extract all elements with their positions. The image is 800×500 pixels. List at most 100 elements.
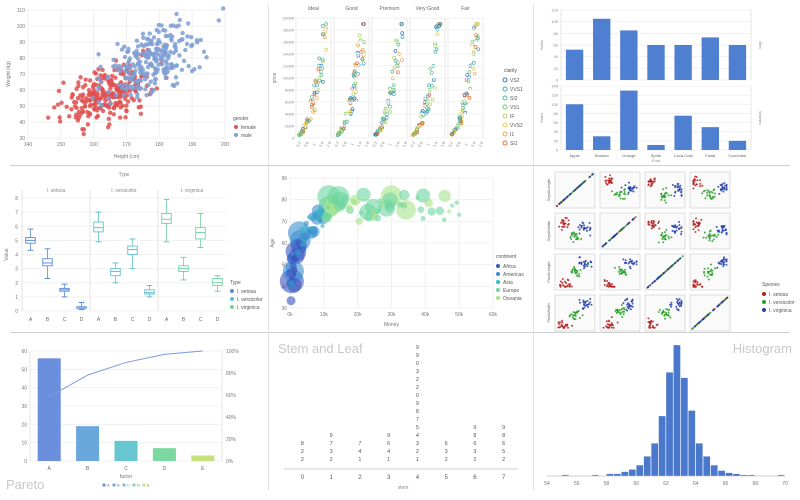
point [696,283,699,286]
point-female [124,108,129,114]
point-male [186,63,191,69]
point-male [135,83,140,89]
point [665,228,668,231]
point [623,197,626,200]
point-male [171,50,176,56]
y-tick-label: 5 [15,238,18,244]
hist-bar [613,473,622,477]
point [316,67,321,72]
point [567,219,570,222]
point-female [107,110,113,116]
point [680,299,683,302]
point [609,181,612,184]
bar [191,455,215,461]
point [607,323,610,326]
col-separator-1 [268,5,269,490]
bar [728,45,747,80]
point [590,261,593,264]
x-axis-label: Fruit [652,158,661,163]
point [573,235,576,238]
x-tick-label: C [131,317,135,323]
point [675,226,678,229]
point [467,95,472,100]
point-female [61,80,66,85]
x-tick-label: 0.2 [371,140,378,148]
point [388,91,393,95]
facet-label: Good [345,6,357,12]
point [623,189,626,192]
point-female [74,105,79,110]
point [724,298,727,301]
leaf-digit: 9 [330,433,333,439]
y-tick-label: 4 [15,253,18,259]
point [650,221,653,224]
x-tick-label: 1.4 [394,140,401,148]
point [621,307,624,310]
point [361,22,365,26]
point [310,95,314,99]
point [400,35,405,40]
legend-label: I. versicolor [769,300,795,306]
bubble [289,276,295,281]
point [583,226,586,229]
point-male [177,17,182,23]
x-tick-label: 0.6 [417,140,424,148]
point-male [168,49,173,55]
point [678,228,681,231]
splom-cell [554,212,596,250]
point-male [117,68,123,73]
x-tick-label: 1.4 [356,140,363,148]
point [701,285,704,288]
point [566,226,569,229]
point [627,191,630,194]
point [578,232,581,235]
x-tick-label: 0.2 [333,140,340,148]
point [628,260,631,263]
point [585,227,588,230]
facet-side-label: Men [758,41,763,49]
point [631,262,634,265]
legend-swatch [762,300,766,304]
legend-swatch [502,140,508,146]
legend-swatch [762,308,766,312]
stem-label: 5 [444,475,448,481]
point [578,275,581,278]
point-male [132,72,137,77]
x-tick-label: 1 [311,141,317,146]
point [656,323,659,326]
point-male [116,82,122,87]
x-tick-label: 200 [221,142,230,148]
histogram-title: Histogram [732,341,792,356]
point [666,313,669,316]
leaf-digit: 8 [502,433,505,439]
point [708,312,711,315]
legend-swatch [132,483,136,487]
point-male [152,81,158,86]
leaf-digit: 9 [416,353,419,359]
x-tick-label: 20k [354,312,363,318]
point [578,262,581,265]
point [650,220,653,223]
legend-swatch [502,113,508,119]
y-axis-label: Age [270,238,276,247]
point [611,283,614,286]
point-male [123,64,128,69]
y-tick-label: 60 [281,241,287,247]
point [350,107,355,111]
point [622,307,625,310]
point [649,321,652,324]
point [354,90,359,94]
point [606,283,609,286]
point [564,216,567,219]
legend-label: C [127,483,130,488]
leaf-digit: 9 [416,345,419,351]
point-female [124,103,129,108]
x-tick-label: 190 [188,142,197,148]
point-male [162,71,168,77]
bubble [358,210,364,216]
point [608,282,611,285]
point-male [174,63,180,68]
point [427,93,432,97]
hist-bar [717,470,726,477]
point [361,61,366,66]
